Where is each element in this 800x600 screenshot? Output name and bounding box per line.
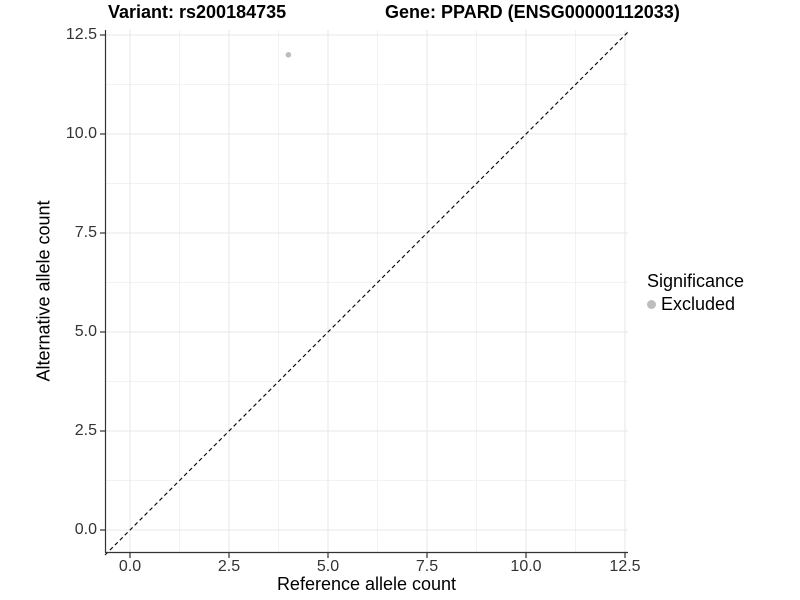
x-tick-label: 0.0 bbox=[118, 558, 142, 575]
legend-point-icon bbox=[647, 300, 656, 309]
plot-panel bbox=[100, 30, 629, 558]
legend-item-label: Excluded bbox=[661, 294, 736, 314]
x-tick-label: 7.5 bbox=[415, 558, 439, 575]
y-tick-label: 2.5 bbox=[74, 422, 97, 439]
legend-item-excluded: Excluded bbox=[647, 294, 744, 315]
x-tick-label: 2.5 bbox=[217, 558, 241, 575]
x-tick-label: 5.0 bbox=[316, 558, 340, 575]
y-tick-label: 5.0 bbox=[74, 323, 97, 340]
y-tick-label: 0.0 bbox=[74, 521, 97, 538]
x-tick-label: 12.5 bbox=[609, 558, 641, 575]
y-tick-label: 10.0 bbox=[65, 125, 97, 142]
plot-title-variant: Variant: rs200184735 bbox=[108, 2, 287, 22]
x-axis-title: Reference allele count bbox=[276, 574, 457, 594]
y-tick-label: 12.5 bbox=[65, 26, 97, 43]
legend-title: Significance bbox=[647, 271, 745, 291]
legend: Significance Excluded bbox=[647, 271, 744, 315]
x-tick-label: 10.0 bbox=[510, 558, 542, 575]
data-point bbox=[285, 52, 292, 58]
plot-title-gene: Gene: PPARD (ENSG00000112033) bbox=[385, 2, 680, 22]
y-tick-label: 7.5 bbox=[74, 224, 97, 241]
identity-line bbox=[104, 31, 629, 556]
